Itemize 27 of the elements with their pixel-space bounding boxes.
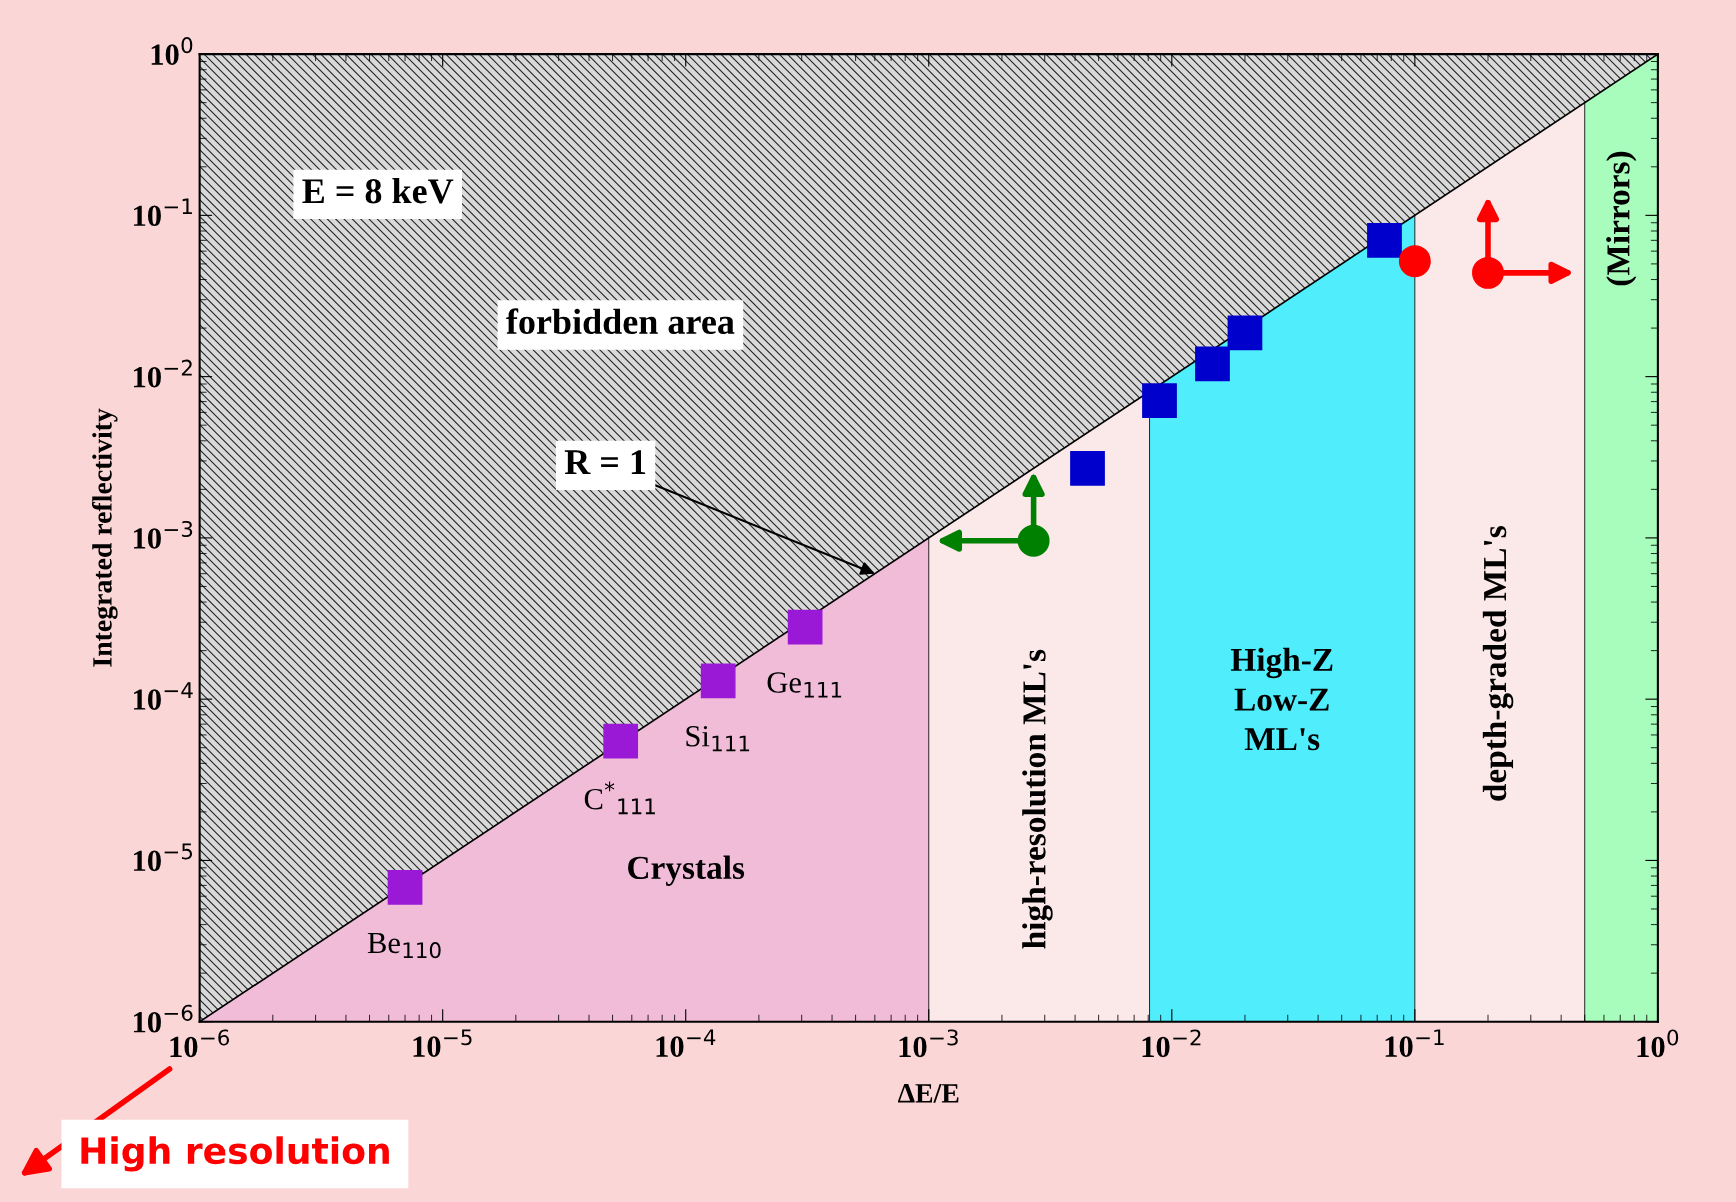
y-tick-label: 10$^{−4}$ [133, 682, 193, 710]
text: High resolution [81, 1136, 389, 1172]
band-label: Crystals [628, 855, 745, 886]
x-tick-label: 10$^{−3}$ [899, 1029, 958, 1058]
x-tick-label: 10$^{−5}$ [413, 1029, 472, 1057]
y-tick-label: 10$^{−5}$ [133, 843, 193, 872]
band-label: High-Z Low-Z ML's [1230, 647, 1333, 751]
y-axis-title: Integrated reflectivity [91, 408, 118, 667]
x-tick-label: 10$^{−2}$ [1142, 1029, 1201, 1058]
y-tick-label: 10$^{−2}$ [133, 359, 192, 388]
y-tick-label: 10$^{−1}$ [133, 198, 192, 227]
y-tick-label: 10$^{0}$ [151, 37, 193, 65]
annotation: Ge$_{111}$ [767, 672, 842, 698]
y-tick-label: 10$^{−3}$ [133, 520, 193, 549]
x-axis-title: ΔE/E [898, 1084, 959, 1103]
x-tick-label: 10$^{−4}$ [656, 1029, 716, 1057]
annotation: R = 1 [564, 450, 646, 475]
x-tick-label: 10$^{0}$ [1637, 1029, 1679, 1058]
band-label: (Mirrors) [1606, 151, 1637, 286]
annotation: depth-graded ML's [1482, 526, 1514, 801]
annotation: E = 8 keV [302, 178, 454, 204]
annotation: Si$_{111}$ [686, 726, 750, 752]
annotation: C$^{*}$$_{111}$ [584, 781, 655, 815]
annotation: high-resolution ML's [1022, 649, 1053, 949]
x-tick-label: 10$^{−1}$ [1385, 1029, 1444, 1057]
annotation: forbidden area [506, 308, 735, 335]
annotation: Be$_{110}$ [367, 932, 441, 959]
